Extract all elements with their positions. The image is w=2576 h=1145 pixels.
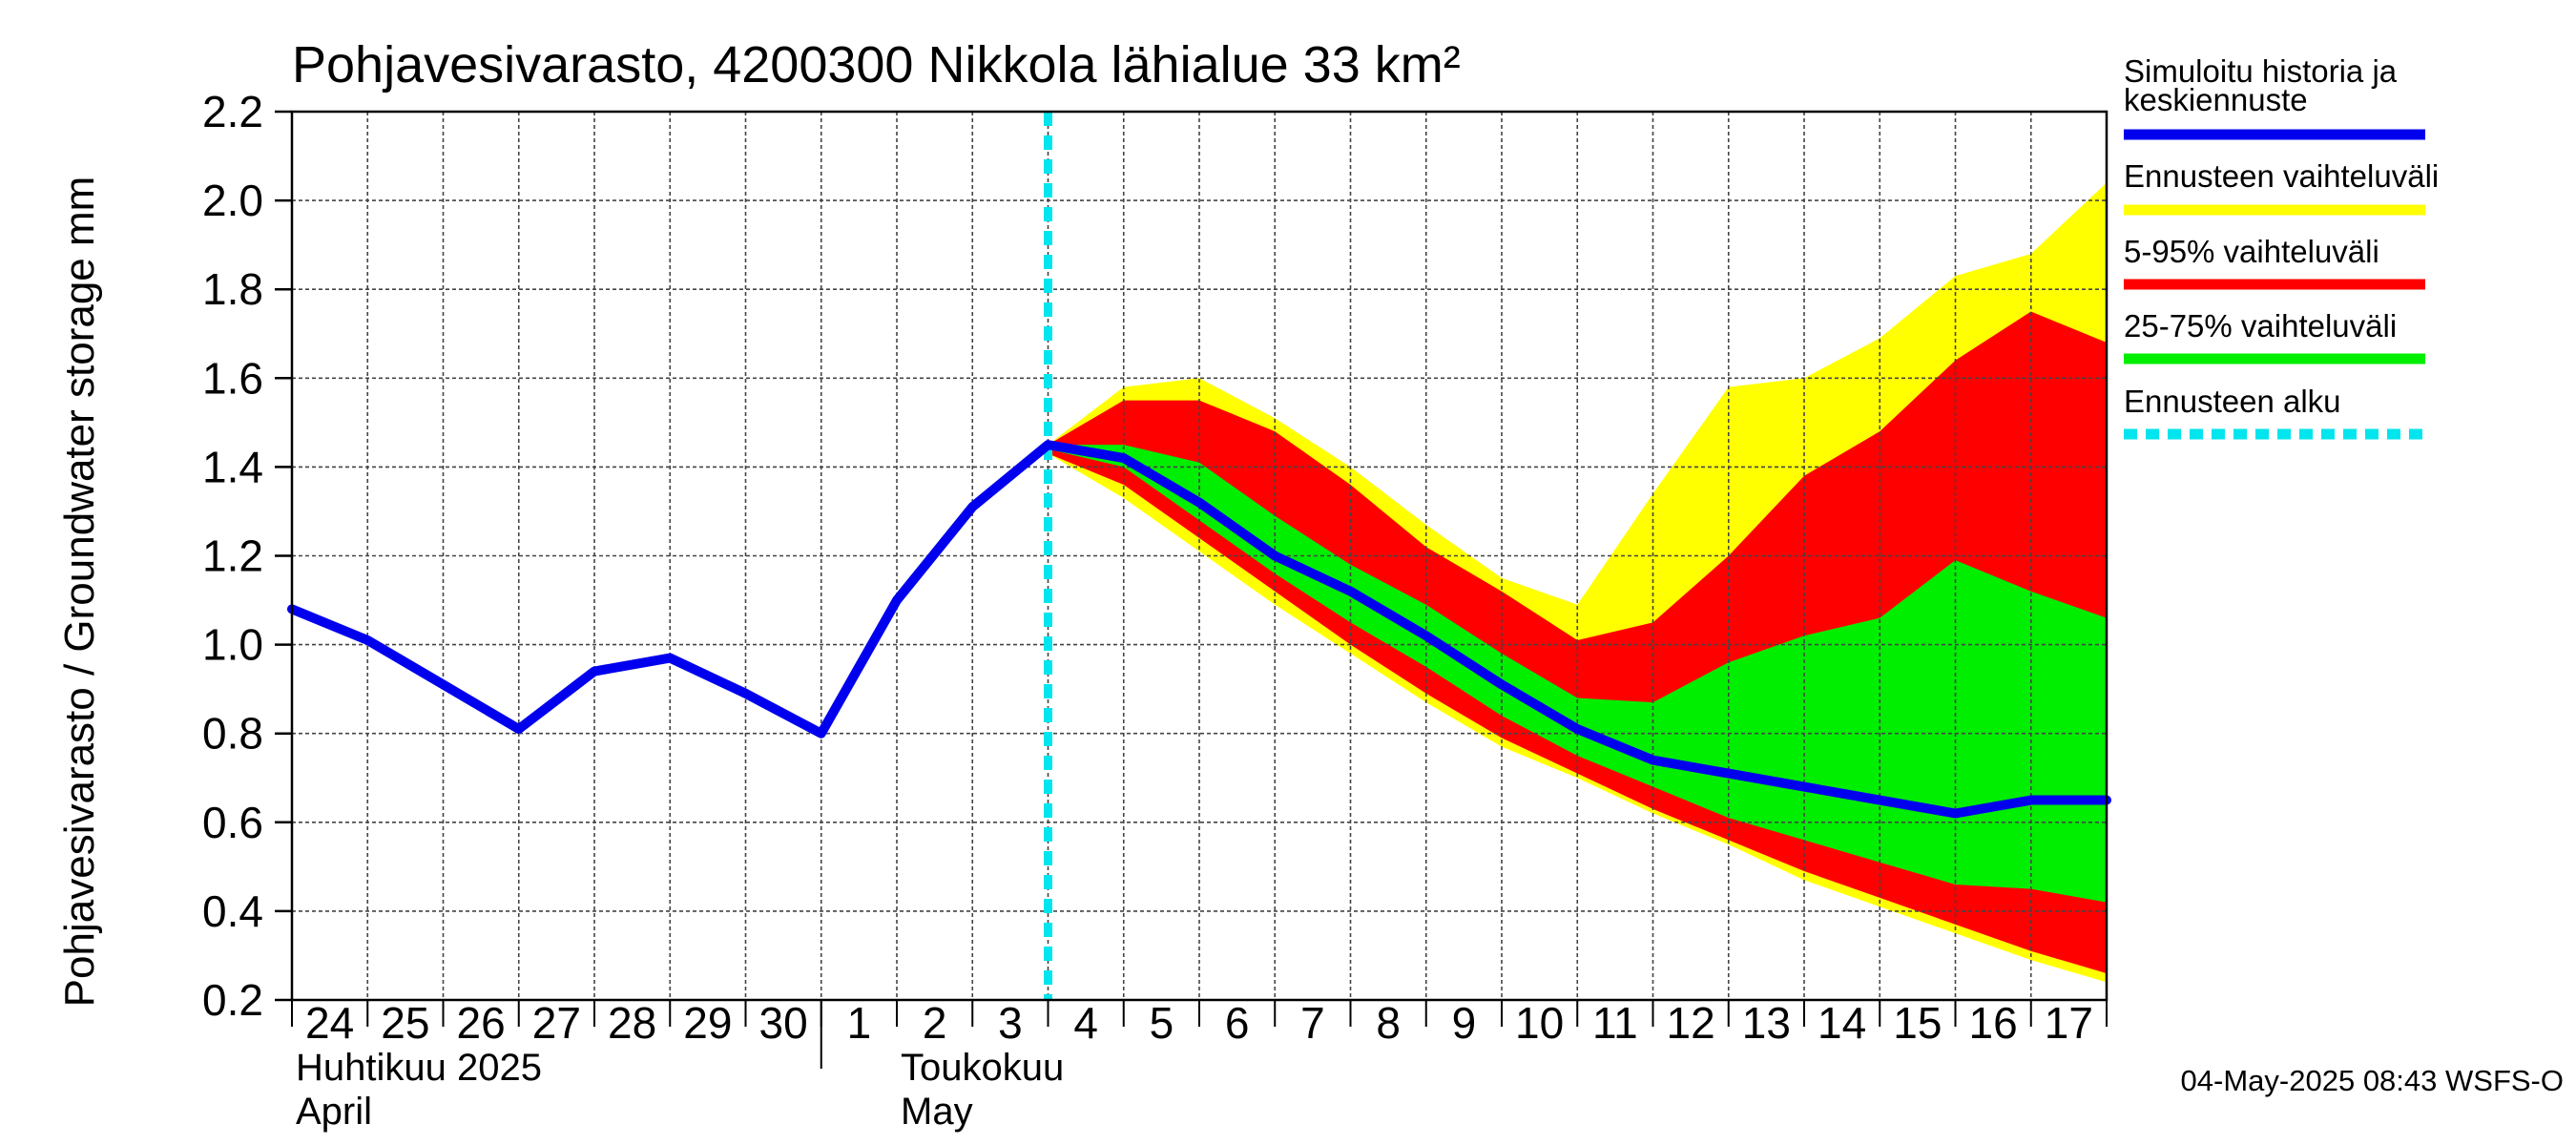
y-tick-label: 2.0 [202, 176, 263, 225]
y-tick-label: 1.2 [202, 531, 263, 581]
month-label-fi: Huhtikuu 2025 [296, 1047, 542, 1089]
x-tick-label: 3 [998, 998, 1023, 1048]
legend-label: keskiennuste [2124, 82, 2308, 117]
x-tick-label: 9 [1452, 998, 1477, 1048]
x-tick-label: 27 [532, 998, 581, 1048]
y-tick-label: 2.2 [202, 87, 263, 136]
x-tick-label: 10 [1515, 998, 1564, 1048]
legend-label: 5-95% vaihteluväli [2124, 234, 2379, 269]
x-tick-label: 11 [1592, 998, 1638, 1048]
timestamp-footer: 04-May-2025 08:43 WSFS-O [2181, 1064, 2564, 1097]
y-tick-label: 0.4 [202, 886, 263, 936]
series-line-median [287, 440, 2111, 819]
band-25-75-vaihteluv-li [1048, 445, 2107, 903]
x-tick-label: 14 [1818, 998, 1866, 1048]
x-tick-label: 6 [1225, 998, 1250, 1048]
x-tick-label: 29 [683, 998, 732, 1048]
x-tick-label: 2 [923, 998, 947, 1048]
x-tick-label: 17 [2045, 998, 2093, 1048]
tick-labels: 0.20.40.60.81.01.21.41.61.82.02.224 25 26 2… [202, 87, 2093, 1133]
series-lines [287, 440, 2111, 819]
month-label-en: May [901, 1091, 973, 1133]
legend-label: Ennusteen alku [2124, 384, 2341, 419]
y-tick-label: 0.2 [202, 975, 263, 1025]
legend-label: Simuloitu historia ja [2124, 53, 2398, 89]
month-label-en: April [296, 1091, 372, 1133]
y-tick-label: 1.4 [202, 442, 263, 491]
y-tick-label: 1.6 [202, 353, 263, 403]
legend-label: Ennusteen vaihteluväli [2124, 158, 2439, 194]
chart-title: Pohjavesivarasto, 4200300 Nikkola lähial… [292, 36, 1461, 94]
x-tick-label: 5 [1150, 998, 1174, 1048]
x-tick-label: 25 [381, 998, 429, 1048]
grid [291, 111, 2108, 1001]
x-tick-label: 16 [1969, 998, 2018, 1048]
x-tick-label: 15 [1893, 998, 1942, 1048]
chart-text: Pohjavesivarasto, 4200300 Nikkola lähial… [56, 36, 2564, 1097]
x-tick-label: 24 [305, 998, 354, 1048]
x-tick-label: 30 [759, 998, 808, 1048]
x-tick-label: 4 [1073, 998, 1098, 1048]
y-axis-label: Pohjavesivarasto / Groundwater storage m… [56, 177, 103, 1008]
x-tick-label: 1 [847, 998, 872, 1048]
y-tick-label: 1.8 [202, 264, 263, 314]
y-tick-label: 0.6 [202, 798, 263, 847]
legend-label: 25-75% vaihteluväli [2124, 308, 2397, 344]
x-tick-label: 8 [1376, 998, 1401, 1048]
x-tick-label: 28 [608, 998, 656, 1048]
x-tick-label: 26 [457, 998, 506, 1048]
month-label-fi: Toukokuu [901, 1047, 1064, 1089]
axes [275, 110, 2109, 1069]
x-tick-label: 7 [1300, 998, 1325, 1048]
y-tick-label: 1.0 [202, 620, 263, 670]
x-tick-label: 13 [1742, 998, 1791, 1048]
x-tick-label: 12 [1667, 998, 1715, 1048]
y-tick-label: 0.8 [202, 709, 263, 759]
